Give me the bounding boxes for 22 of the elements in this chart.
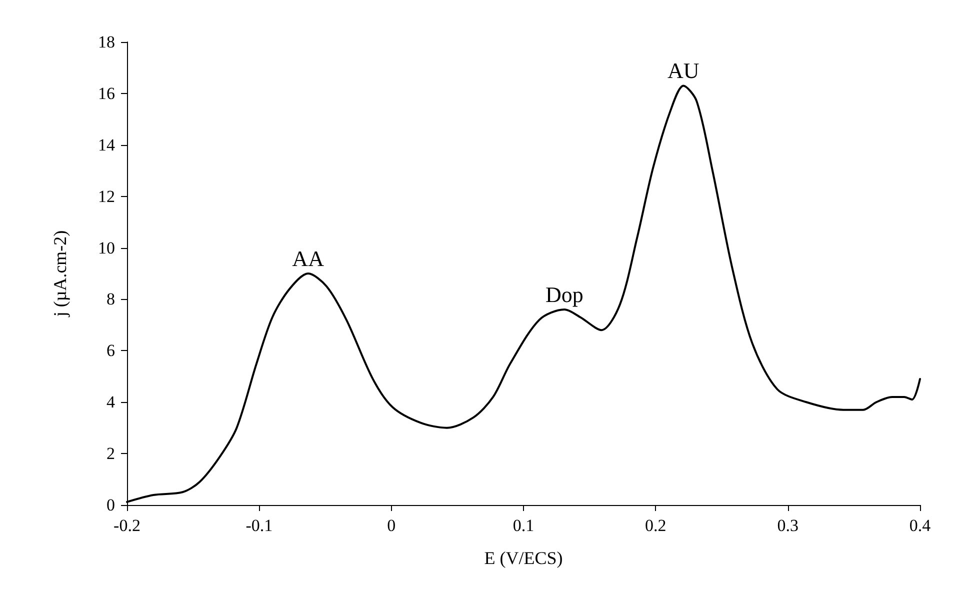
- y-tick-label: 6: [106, 341, 115, 360]
- y-tick-label: 8: [106, 290, 115, 309]
- y-tick-label: 10: [98, 238, 115, 258]
- x-tick-label: 0.1: [512, 516, 534, 535]
- annotation: AU: [668, 58, 700, 84]
- y-tick-label: 12: [98, 186, 115, 206]
- x-tick-label: 0.2: [645, 516, 666, 535]
- annotation: AA: [292, 246, 324, 271]
- x-tick-label: -0.2: [114, 516, 140, 535]
- y-axis-title: j (µA.cm-2): [50, 230, 70, 318]
- y-tick-label: 2: [106, 444, 115, 464]
- x-tick-label: 0: [387, 516, 396, 535]
- x-tick-label: 0.4: [909, 516, 932, 535]
- y-tick-label: 18: [98, 32, 115, 52]
- x-tick-label: -0.1: [246, 516, 273, 535]
- y-tick-label: 0: [106, 496, 115, 514]
- x-axis-title: E (V/ECS): [484, 548, 563, 568]
- annotation: Dop: [546, 282, 584, 308]
- y-tick-label: 4: [106, 392, 116, 412]
- x-tick-label: 0.3: [777, 516, 798, 535]
- y-tick-label: 16: [98, 84, 115, 103]
- y-tick-label: 14: [98, 135, 116, 154]
